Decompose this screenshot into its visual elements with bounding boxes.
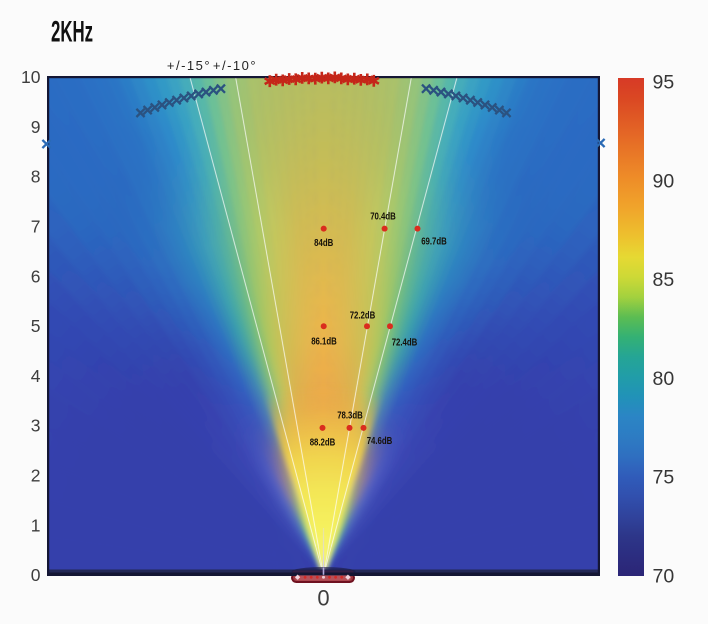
svg-text:88.2dB: 88.2dB	[310, 436, 336, 447]
svg-text:72.2dB: 72.2dB	[350, 309, 376, 320]
svg-text:90: 90	[653, 170, 675, 192]
svg-text:70: 70	[653, 566, 675, 588]
svg-text:10: 10	[21, 67, 41, 87]
svg-text:78.3dB: 78.3dB	[337, 409, 363, 420]
svg-text:3: 3	[31, 416, 41, 436]
svg-text:0: 0	[317, 586, 329, 611]
svg-text:9: 9	[31, 117, 41, 137]
svg-text:70.4dB: 70.4dB	[370, 210, 396, 221]
svg-text:74.6dB: 74.6dB	[367, 435, 393, 446]
svg-text:2KHz: 2KHz	[51, 16, 93, 49]
svg-text:75: 75	[653, 467, 675, 489]
svg-text:2: 2	[31, 466, 41, 486]
svg-text:5: 5	[31, 316, 41, 336]
svg-text:+/-10°: +/-10°	[213, 58, 257, 73]
svg-text:84dB: 84dB	[314, 237, 333, 248]
svg-text:0: 0	[31, 565, 41, 585]
svg-text:+/-15°: +/-15°	[167, 58, 211, 73]
svg-text:1: 1	[31, 515, 41, 535]
svg-text:72.4dB: 72.4dB	[392, 336, 418, 347]
svg-text:4: 4	[31, 366, 41, 386]
svg-text:85: 85	[653, 269, 675, 291]
svg-text:6: 6	[31, 266, 41, 286]
svg-text:80: 80	[653, 368, 675, 390]
svg-text:8: 8	[31, 167, 41, 187]
svg-text:86.1dB: 86.1dB	[311, 335, 337, 346]
svg-text:69.7dB: 69.7dB	[421, 235, 447, 246]
svg-text:95: 95	[653, 72, 675, 94]
svg-text:7: 7	[31, 217, 41, 237]
